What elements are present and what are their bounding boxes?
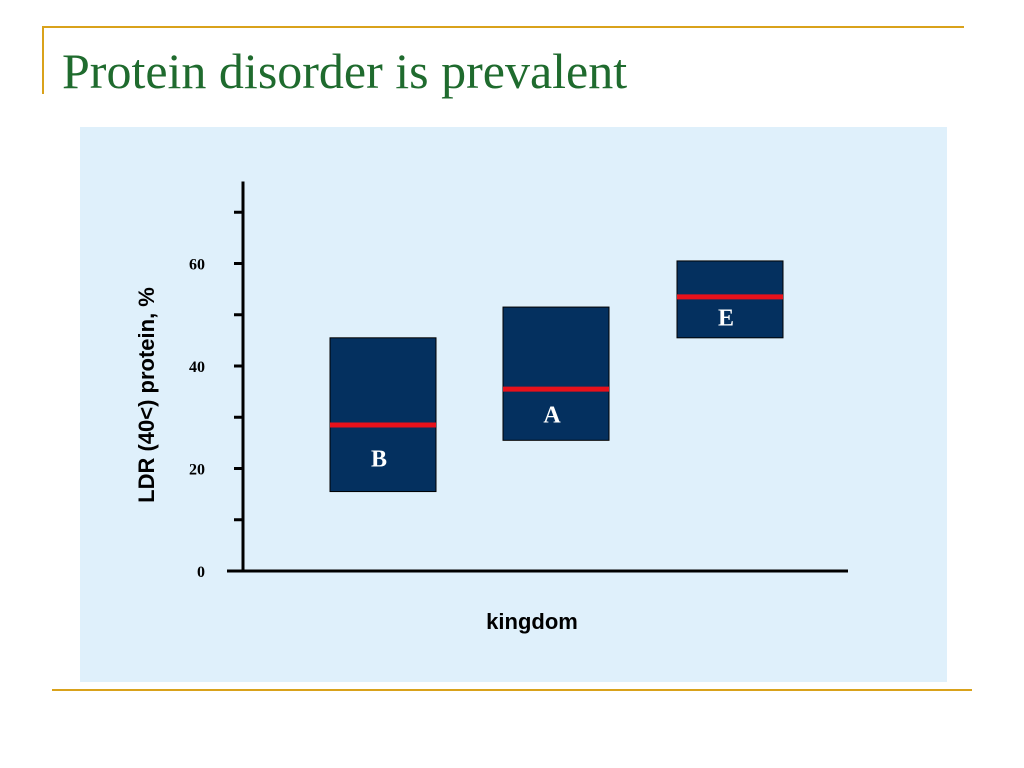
- box-chart: 0 20 40 60 B A E kingdom LDR (40<) protein, %: [134, 181, 848, 634]
- bottom-accent-rule: [52, 689, 972, 691]
- boxes: B A E: [329, 260, 784, 493]
- box-label-e: E: [718, 305, 734, 331]
- y-tick-label: 20: [189, 462, 205, 479]
- chart-panel: 0 20 40 60 B A E kingdom LDR (40<) protein, %: [80, 127, 947, 682]
- x-axis-title: kingdom: [486, 609, 578, 634]
- y-tick-label: 40: [189, 359, 205, 376]
- box-label-a: A: [543, 403, 561, 429]
- left-accent-rule: [42, 26, 44, 94]
- y-tick-label: 0: [197, 564, 205, 581]
- box-b: [329, 337, 437, 493]
- y-tick-label: 60: [189, 257, 205, 274]
- y-axis: 0 20 40 60: [189, 181, 245, 581]
- top-accent-rule: [42, 26, 964, 28]
- y-axis-title: LDR (40<) protein, %: [134, 287, 159, 503]
- slide-title: Protein disorder is prevalent: [62, 43, 628, 99]
- box-label-b: B: [371, 446, 387, 472]
- box-e: [676, 260, 784, 339]
- box-a: [502, 306, 610, 441]
